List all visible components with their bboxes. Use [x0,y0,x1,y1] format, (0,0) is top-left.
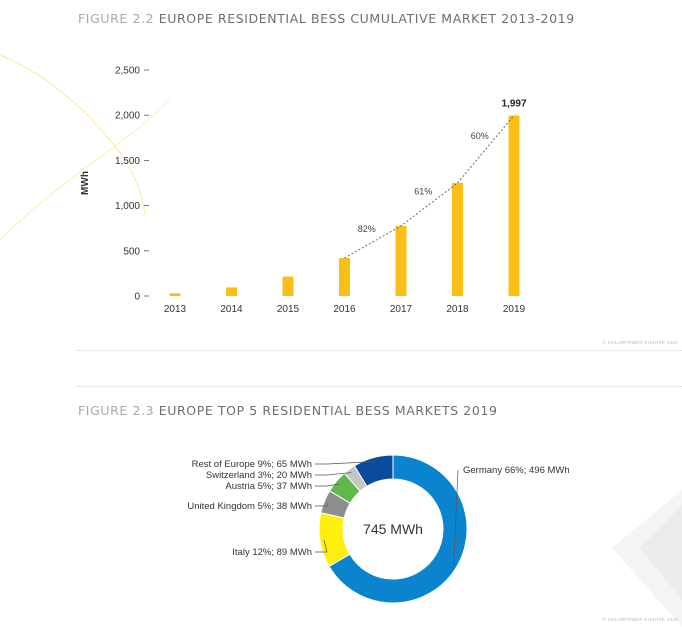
figure-number: FIGURE 2.2 [78,11,155,26]
figure-title-text: EUROPE RESIDENTIAL BESS CUMULATIVE MARKE… [158,11,575,26]
y-tick-label: 0 [134,292,140,303]
figure-2-3-title: FIGURE 2.3 EUROPE TOP 5 RESIDENTIAL BESS… [78,403,498,418]
y-tick-label: 2,000 [115,111,140,122]
decorative-polygon [640,505,682,600]
bar-2017 [395,225,407,296]
bar-2013 [169,293,181,296]
x-tick-label: 2019 [503,304,526,315]
leader-line [315,472,352,476]
copyright-note: © SOLARPOWER EUROPE 2020 [602,340,678,345]
figure-2-2-title: FIGURE 2.2 EUROPE RESIDENTIAL BESS CUMUL… [78,11,575,26]
bar-2016 [339,258,350,296]
x-tick-label: 2013 [164,304,187,315]
center-total-label: 745 MWh [363,521,423,537]
bar-2014 [226,287,237,296]
bar-chart: MWh 0 500 1,000 1,500 2,000 2,500 2013 2014 2015 2… [80,66,527,316]
y-tick-label: 1,500 [115,156,140,167]
y-axis-label: MWh [80,171,91,195]
decorative-curve [0,54,146,216]
decorative-curve [0,99,171,241]
slice-label: Italy 12%; 89 MWh [232,547,312,558]
bar-2019 [508,115,520,297]
x-tick-label: 2016 [333,304,356,315]
y-tick-label: 500 [123,246,140,257]
figure-title-text: EUROPE TOP 5 RESIDENTIAL BESS MARKETS 20… [158,403,498,418]
x-tick-label: 2014 [220,304,243,315]
leader-line [453,469,459,564]
copyright-note: © SOLARPOWER EUROPE 2020 [602,617,678,622]
x-tick-label: 2018 [446,304,469,315]
leader-line [315,461,375,465]
slice-rest-of-europe [353,454,394,488]
slice-label: Austria 5%; 37 MWh [225,481,312,492]
leader-line [315,483,340,487]
figure-number: FIGURE 2.3 [78,403,155,418]
leader-line [315,502,329,507]
y-tick-label: 2,500 [115,66,140,77]
slice-label: United Kingdom 5%; 38 MWh [187,501,312,512]
x-tick-label: 2017 [390,304,413,315]
slice-label: Germany 66%; 496 MWh [463,465,570,476]
figure-divider [76,350,682,351]
slice-germany [328,454,468,604]
bar-2018 [452,183,463,296]
x-tick-label: 2015 [277,304,300,315]
figure-divider [76,386,682,387]
bar-2015 [282,276,294,296]
data-label: 1,997 [501,98,526,109]
slice-label: Rest of Europe 9%; 65 MWh [192,459,312,470]
growth-annotation: 82% [358,224,376,234]
trend-line [344,115,515,259]
leader-line [315,539,328,553]
y-tick-label: 1,000 [115,201,140,212]
slice-label: Switzerland 3%; 20 MWh [206,470,312,481]
growth-annotation: 61% [414,186,432,196]
growth-annotation: 60% [471,131,489,141]
